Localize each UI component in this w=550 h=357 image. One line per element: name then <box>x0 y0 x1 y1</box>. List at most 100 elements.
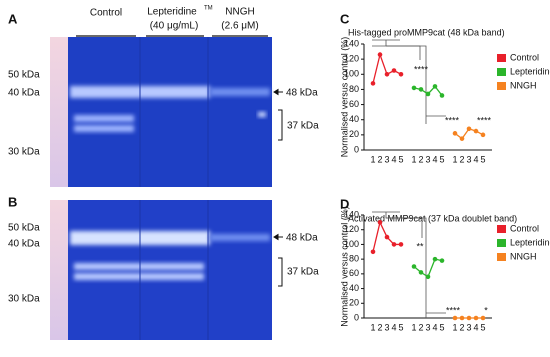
point <box>377 220 383 225</box>
x-tick-label: 2 <box>418 154 423 164</box>
point <box>466 315 472 321</box>
annotation: ** <box>416 241 424 251</box>
superscript: TM <box>204 6 213 12</box>
legend-swatch <box>497 68 506 76</box>
legend-swatch <box>497 253 506 261</box>
point <box>425 274 431 280</box>
gel-a <box>50 37 272 187</box>
point <box>432 256 438 262</box>
x-tick-label: 1 <box>370 154 375 164</box>
x-tick-label: 2 <box>377 322 382 332</box>
gel-b <box>50 200 272 340</box>
series-line <box>372 52 402 84</box>
y-tick-label: 120 <box>344 224 359 234</box>
lane-label: Lepteridine <box>147 7 197 18</box>
band-label: 37 kDa <box>287 121 319 132</box>
y-tick-label: 40 <box>349 283 359 293</box>
point <box>459 315 465 321</box>
annotation: **** <box>445 115 460 125</box>
y-tick-label: 100 <box>344 239 359 249</box>
point <box>452 315 458 321</box>
x-tick-label: 4 <box>473 322 478 332</box>
x-tick-label: 5 <box>439 154 444 164</box>
lane-label: Control <box>90 8 122 19</box>
band-pointers <box>273 88 283 287</box>
y-tick-label: 20 <box>349 298 359 308</box>
y-tick-label: 60 <box>349 268 359 278</box>
point <box>425 91 431 97</box>
panel-label: B <box>8 194 17 209</box>
legend-swatch <box>497 82 506 90</box>
point <box>459 136 465 141</box>
legend-label: NNGH <box>510 80 537 90</box>
x-tick-label: 3 <box>425 154 430 164</box>
point <box>411 264 417 269</box>
point <box>439 258 445 263</box>
y-tick-label: 0 <box>354 144 359 154</box>
legend-label: Lepteridine <box>510 237 550 247</box>
significance-bracket <box>386 45 446 124</box>
y-tick-label: 140 <box>344 209 359 219</box>
y-tick-label: 80 <box>349 84 359 94</box>
y-tick-label: 100 <box>344 69 359 79</box>
point <box>391 68 397 73</box>
y-tick-label: 20 <box>349 129 359 139</box>
point <box>473 128 479 134</box>
legend-swatch <box>497 239 506 247</box>
significance-bracket <box>386 217 446 318</box>
x-tick-label: 2 <box>459 154 464 164</box>
marker-label: 50 kDa <box>8 223 40 234</box>
marker-label: 40 kDa <box>8 88 40 99</box>
y-tick-label: 60 <box>349 99 359 109</box>
x-tick-label: 2 <box>377 154 382 164</box>
annotation: **** <box>414 64 429 74</box>
point <box>370 81 376 86</box>
x-tick-label: 3 <box>384 154 389 164</box>
x-tick-label: 1 <box>370 322 375 332</box>
y-tick-label: 120 <box>344 54 359 64</box>
marker-label: 50 kDa <box>8 70 40 81</box>
legend-label: Control <box>510 223 539 233</box>
y-axis-label: Normalised versus control (%) <box>339 206 349 327</box>
panel-label: D <box>340 196 349 211</box>
lane-label: NNGH <box>225 7 254 18</box>
x-tick-label: 2 <box>459 322 464 332</box>
x-tick-label: 5 <box>439 322 444 332</box>
point <box>473 315 479 321</box>
y-tick-label: 140 <box>344 38 359 48</box>
x-tick-label: 3 <box>384 322 389 332</box>
lane-sublabel: (40 μg/mL) <box>150 21 199 32</box>
band-label: 37 kDa <box>287 267 319 278</box>
band-label: 48 kDa <box>286 88 318 99</box>
annotation: **** <box>477 115 492 125</box>
series-line <box>413 258 443 278</box>
x-tick-label: 5 <box>398 154 403 164</box>
y-tick-label: 0 <box>354 312 359 322</box>
point <box>480 315 486 321</box>
point <box>384 234 390 240</box>
point <box>370 249 376 255</box>
marker-label: 30 kDa <box>8 294 40 305</box>
x-tick-label: 5 <box>480 154 485 164</box>
y-axis-label: Normalised versus control (%) <box>339 37 349 158</box>
x-tick-label: 1 <box>452 154 457 164</box>
lane-sublabel: (2.6 μM) <box>221 21 258 32</box>
point <box>384 71 390 77</box>
point <box>411 85 417 91</box>
point <box>452 131 458 136</box>
chart-title: His-tagged proMMP9cat (48 kDa band) <box>348 27 505 37</box>
x-tick-label: 2 <box>418 322 423 332</box>
point <box>466 126 472 132</box>
x-tick-label: 3 <box>425 322 430 332</box>
legend-label: NNGH <box>510 251 537 261</box>
band-label: 48 kDa <box>286 233 318 244</box>
marker-label: 40 kDa <box>8 239 40 250</box>
x-tick-label: 4 <box>432 154 437 164</box>
panel-label: A <box>8 11 18 26</box>
point <box>418 270 424 275</box>
y-tick-label: 80 <box>349 254 359 264</box>
legend-swatch <box>497 225 506 233</box>
point <box>391 242 397 247</box>
point <box>398 71 404 77</box>
